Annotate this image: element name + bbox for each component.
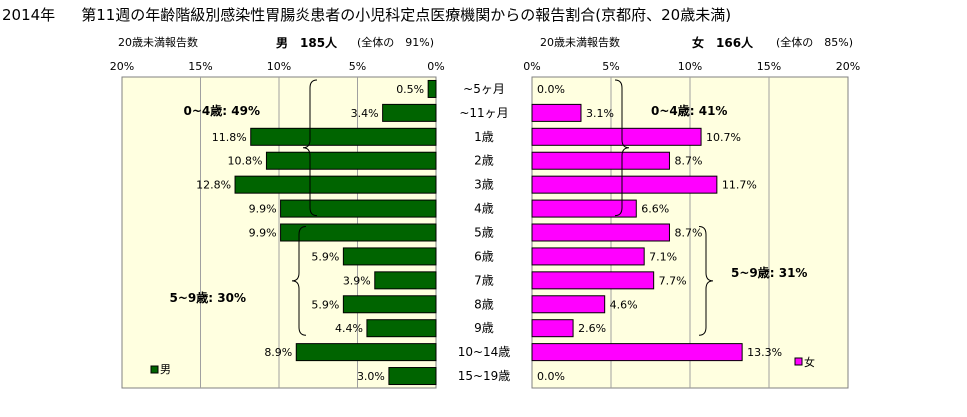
male-count: 男 185人 [276, 36, 338, 50]
male-data-label: 9.9% [249, 203, 277, 216]
male-legend-swatch [150, 365, 159, 374]
female-bar [531, 127, 702, 146]
category-label: 10~14歳 [458, 345, 511, 359]
male-data-label: 5.9% [311, 298, 339, 311]
category-label: ~11ヶ月 [459, 106, 508, 120]
female-legend-label: 女 [804, 355, 815, 369]
category-label: 15~19歳 [458, 369, 511, 383]
male-data-label: 5.9% [311, 250, 339, 263]
female-data-label: 11.7% [722, 179, 757, 192]
male-bar [295, 343, 437, 362]
category-label: 8歳 [474, 297, 494, 311]
male-data-label: 10.8% [227, 155, 262, 168]
female-tick-label: 20% [836, 60, 860, 73]
male-data-label: 9.9% [249, 227, 277, 240]
male-bar [374, 271, 437, 290]
male-bar [280, 223, 437, 242]
male-brace-0-4 [302, 79, 318, 217]
male-data-label: 8.9% [264, 346, 292, 359]
male-data-label: 4.4% [335, 322, 363, 335]
female-brace-5-9 [698, 226, 714, 336]
female-tick-label: 0% [523, 60, 540, 73]
category-label: 7歳 [474, 273, 494, 287]
female-bar [531, 343, 743, 362]
female-annotation-0-4: 0~4歳: 41% [651, 103, 727, 118]
male-data-label: 12.8% [196, 179, 231, 192]
female-data-label: 6.6% [641, 203, 669, 216]
female-count: 女 166人 [692, 36, 754, 50]
male-tick-label: 10% [267, 60, 291, 73]
male-bar [265, 151, 437, 170]
female-tick-label: 15% [757, 60, 781, 73]
chart-title: 2014年 第11週の年齢階級別感染性胃腸炎患者の小児科定点医療機関からの報告割合… [2, 4, 731, 25]
male-annotation-0-4: 0~4歳: 49% [184, 103, 260, 118]
female-data-label: 0.0% [537, 370, 565, 383]
category-label: 9歳 [474, 321, 494, 335]
category-label: 4歳 [474, 202, 494, 216]
female-data-label: 2.6% [578, 322, 606, 335]
female-brace-0-4 [614, 79, 630, 217]
female-bar [531, 223, 670, 242]
title-text: 第11週の年齢階級別感染性胃腸炎患者の小児科定点医療機関からの報告割合(京都府、… [81, 6, 732, 24]
female-data-label: 0.0% [537, 83, 565, 96]
male-bar [382, 103, 437, 122]
female-data-label: 4.6% [610, 298, 638, 311]
female-tick-label: 10% [678, 60, 702, 73]
female-bar [531, 175, 718, 194]
male-share: (全体の 91%) [357, 36, 435, 49]
male-tick-label: 15% [188, 60, 212, 73]
male-bar [342, 247, 437, 266]
female-data-label: 8.7% [674, 155, 702, 168]
male-bar [234, 175, 437, 194]
male-bar [427, 79, 437, 98]
male-bar [342, 295, 437, 314]
female-data-label: 3.1% [586, 107, 614, 120]
category-label: 2歳 [474, 154, 494, 168]
female-bar [531, 319, 574, 338]
category-label: 5歳 [474, 226, 494, 240]
female-bar [531, 271, 655, 290]
female-legend-swatch [794, 357, 803, 366]
category-label: 1歳 [474, 130, 494, 144]
category-label: 3歳 [474, 178, 494, 192]
female-share: (全体の 85%) [776, 36, 854, 49]
male-tick-label: 5% [349, 60, 366, 73]
male-caption: 20歳未満報告数 [118, 36, 198, 49]
female-bar [531, 151, 670, 170]
female-data-label: 8.7% [674, 227, 702, 240]
female-tick-label: 5% [602, 60, 619, 73]
female-data-label: 7.1% [649, 250, 677, 263]
male-bar [388, 367, 437, 386]
female-caption: 20歳未満報告数 [540, 36, 620, 49]
male-tick-label: 20% [110, 60, 134, 73]
female-data-label: 13.3% [747, 346, 782, 359]
female-bar [531, 103, 582, 122]
category-label: ~5ヶ月 [463, 82, 505, 96]
female-data-label: 7.7% [659, 274, 687, 287]
male-legend-label: 男 [160, 363, 171, 376]
female-data-label: 10.7% [706, 131, 741, 144]
male-bar [280, 199, 437, 218]
male-data-label: 3.9% [343, 274, 371, 287]
male-data-label: 3.0% [357, 370, 385, 383]
male-bar [366, 319, 437, 338]
male-bar [250, 127, 437, 146]
male-data-label: 0.5% [396, 83, 424, 96]
male-data-label: 11.8% [212, 131, 247, 144]
female-bar [531, 247, 645, 266]
male-brace-5-9 [291, 226, 307, 336]
male-data-label: 3.4% [351, 107, 379, 120]
title-year: 2014年 [2, 6, 56, 24]
female-annotation-5-9: 5~9歳: 31% [731, 265, 807, 280]
male-annotation-5-9: 5~9歳: 30% [170, 290, 246, 305]
category-label: 6歳 [474, 249, 494, 263]
male-tick-label: 0% [427, 60, 444, 73]
female-bar [531, 295, 606, 314]
female-bar [531, 199, 637, 218]
